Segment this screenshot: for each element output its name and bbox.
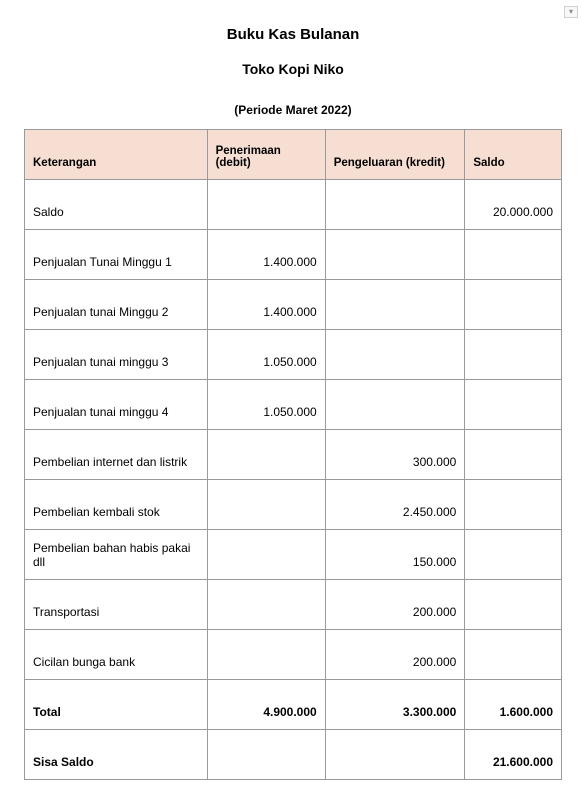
cell-keterangan: Sisa Saldo bbox=[25, 730, 208, 780]
cell-keterangan: Transportasi bbox=[25, 580, 208, 630]
cell-kredit bbox=[325, 330, 465, 380]
cell-keterangan: Penjualan tunai minggu 3 bbox=[25, 330, 208, 380]
cell-kredit: 2.450.000 bbox=[325, 480, 465, 530]
cell-debit bbox=[207, 180, 325, 230]
cell-kredit: 300.000 bbox=[325, 430, 465, 480]
cell-keterangan: Penjualan Tunai Minggu 1 bbox=[25, 230, 208, 280]
cell-saldo: 21.600.000 bbox=[465, 730, 562, 780]
cell-debit bbox=[207, 430, 325, 480]
cell-saldo bbox=[465, 480, 562, 530]
cell-debit: 1.050.000 bbox=[207, 330, 325, 380]
cell-debit bbox=[207, 480, 325, 530]
cell-kredit: 150.000 bbox=[325, 530, 465, 580]
table-row: Penjualan tunai minggu 31.050.000 bbox=[25, 330, 562, 380]
table-row: Penjualan Tunai Minggu 11.400.000 bbox=[25, 230, 562, 280]
cell-debit: 1.050.000 bbox=[207, 380, 325, 430]
table-row: Transportasi 200.000 bbox=[25, 580, 562, 630]
cell-saldo bbox=[465, 530, 562, 580]
cell-kredit bbox=[325, 180, 465, 230]
cell-saldo bbox=[465, 630, 562, 680]
cell-saldo bbox=[465, 380, 562, 430]
cell-debit: 1.400.000 bbox=[207, 280, 325, 330]
cell-debit bbox=[207, 530, 325, 580]
cell-debit bbox=[207, 580, 325, 630]
cell-kredit bbox=[325, 730, 465, 780]
table-header-row: Keterangan Penerimaan (debit) Pengeluara… bbox=[25, 130, 562, 180]
chevron-down-icon[interactable]: ▾ bbox=[564, 6, 578, 18]
table-row: Penjualan tunai Minggu 21.400.000 bbox=[25, 280, 562, 330]
cell-debit bbox=[207, 730, 325, 780]
doc-title: Buku Kas Bulanan bbox=[24, 26, 562, 43]
cash-book-table: Keterangan Penerimaan (debit) Pengeluara… bbox=[24, 129, 562, 780]
cell-saldo bbox=[465, 230, 562, 280]
cell-debit: 1.400.000 bbox=[207, 230, 325, 280]
cell-keterangan: Pembelian internet dan listrik bbox=[25, 430, 208, 480]
col-header-saldo: Saldo bbox=[465, 130, 562, 180]
cell-saldo bbox=[465, 330, 562, 380]
cell-kredit bbox=[325, 280, 465, 330]
cell-keterangan: Pembelian bahan habis pakai dll bbox=[25, 530, 208, 580]
col-header-keterangan: Keterangan bbox=[25, 130, 208, 180]
cell-keterangan: Penjualan tunai minggu 4 bbox=[25, 380, 208, 430]
table-row: Saldo 20.000.000 bbox=[25, 180, 562, 230]
col-header-kredit: Pengeluaran (kredit) bbox=[325, 130, 465, 180]
table-row: Penjualan tunai minggu 41.050.000 bbox=[25, 380, 562, 430]
cell-kredit bbox=[325, 380, 465, 430]
table-row: Cicilan bunga bank 200.000 bbox=[25, 630, 562, 680]
cell-keterangan: Pembelian kembali stok bbox=[25, 480, 208, 530]
cell-saldo bbox=[465, 430, 562, 480]
cell-kredit: 200.000 bbox=[325, 580, 465, 630]
cell-kredit bbox=[325, 230, 465, 280]
doc-period: (Periode Maret 2022) bbox=[24, 103, 562, 117]
cell-keterangan: Saldo bbox=[25, 180, 208, 230]
cell-keterangan: Cicilan bunga bank bbox=[25, 630, 208, 680]
cell-kredit: 200.000 bbox=[325, 630, 465, 680]
table-row: Sisa Saldo 21.600.000 bbox=[25, 730, 562, 780]
cell-saldo bbox=[465, 580, 562, 630]
table-row: Pembelian bahan habis pakai dll 150.000 bbox=[25, 530, 562, 580]
table-row: Pembelian internet dan listrik 300.000 bbox=[25, 430, 562, 480]
cell-keterangan: Penjualan tunai Minggu 2 bbox=[25, 280, 208, 330]
document-header: Buku Kas Bulanan Toko Kopi Niko (Periode… bbox=[24, 26, 562, 117]
doc-subtitle: Toko Kopi Niko bbox=[24, 61, 562, 77]
col-header-debit: Penerimaan (debit) bbox=[207, 130, 325, 180]
table-row: Pembelian kembali stok 2.450.000 bbox=[25, 480, 562, 530]
cell-saldo: 20.000.000 bbox=[465, 180, 562, 230]
cell-debit bbox=[207, 630, 325, 680]
cell-saldo bbox=[465, 280, 562, 330]
